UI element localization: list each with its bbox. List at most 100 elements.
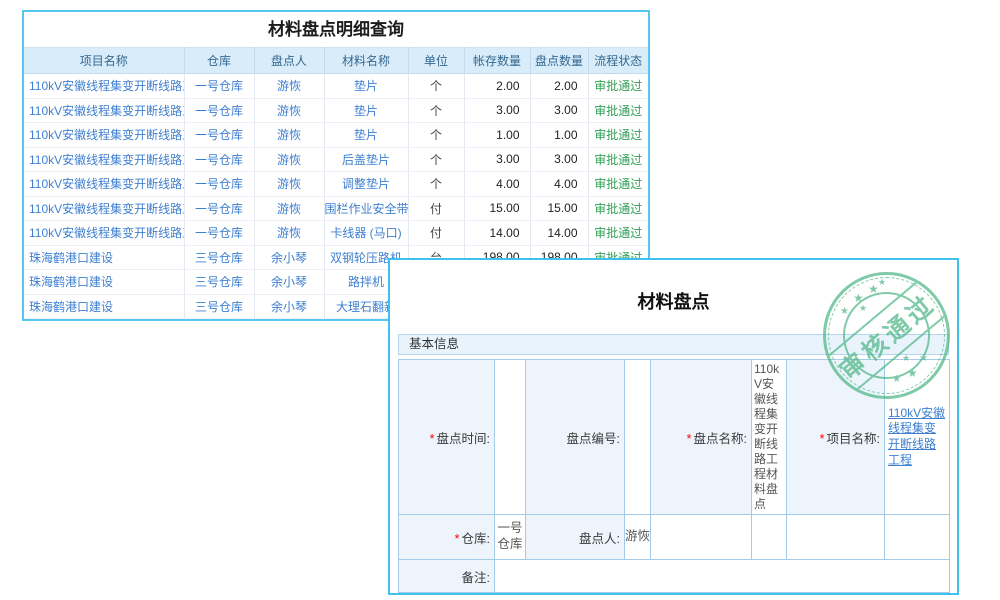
table-row[interactable]: 110kV安徽线程集变开断线路工程 一号仓库 游恢 垫片 个 1.00 1.00…	[24, 122, 648, 148]
cell-book-qty: 3.00	[464, 98, 531, 123]
warehouse-value: 一号仓库	[494, 514, 526, 560]
cell-unit: 付	[408, 220, 465, 246]
table-row[interactable]: 110kV安徽线程集变开断线路工程 一号仓库 游恢 垫片 个 2.00 2.00…	[24, 73, 648, 99]
cell-person[interactable]: 余小琴	[254, 294, 325, 319]
cell-person[interactable]: 游恢	[254, 196, 325, 221]
project-link[interactable]: 110kV安徽线程集变开断线路工程	[888, 405, 946, 467]
required-marker: *	[686, 431, 692, 446]
query-table-panel: 材料盘点明细查询 项目名称 仓库 盘点人 材料名称 单位 帐存数量 盘点数量 流…	[22, 10, 650, 321]
warehouse-label: * 仓库:	[398, 514, 495, 560]
cell-status-badge: 审批通过	[588, 98, 648, 123]
star-icon: ★	[840, 306, 849, 317]
cell-person[interactable]: 余小琴	[254, 269, 325, 295]
cell-project-link[interactable]: 110kV安徽线程集变开断线路工程	[24, 196, 185, 221]
table-row[interactable]: 110kV安徽线程集变开断线路工程 一号仓库 游恢 围栏作业安全带 付 15.0…	[24, 196, 648, 221]
inventory-person-label: 盘点人:	[525, 514, 625, 560]
cell-person[interactable]: 游恢	[254, 220, 325, 246]
required-marker: *	[454, 531, 460, 546]
cell-warehouse[interactable]: 一号仓库	[184, 73, 255, 99]
cell-warehouse[interactable]: 三号仓库	[184, 294, 255, 319]
inventory-code-label: 盘点编号:	[525, 359, 625, 515]
section-title: 基本信息	[409, 337, 460, 351]
cell-project-link[interactable]: 110kV安徽线程集变开断线路工程	[24, 171, 185, 197]
section-header-basic-info: 基本信息	[398, 334, 949, 355]
inventory-code-value	[624, 359, 651, 515]
cell-material[interactable]: 后盖垫片	[324, 147, 409, 172]
query-table-title: 材料盘点明细查询	[268, 20, 404, 39]
cell-material[interactable]: 围栏作业安全带	[324, 196, 409, 221]
cell-material[interactable]: 卡线器 (马口)	[324, 220, 409, 246]
cell-status-badge: 审批通过	[588, 147, 648, 172]
empty-cell	[786, 514, 885, 560]
empty-cell	[884, 514, 950, 560]
cell-book-qty: 1.00	[464, 122, 531, 148]
star-icon: ★	[907, 366, 918, 380]
table-row[interactable]: 110kV安徽线程集变开断线路工程 一号仓库 游恢 后盖垫片 个 3.00 3.…	[24, 147, 648, 172]
cell-project-link[interactable]: 珠海鹤港口建设	[24, 245, 185, 270]
inventory-name-label: * 盘点名称:	[650, 359, 752, 515]
cell-warehouse[interactable]: 一号仓库	[184, 147, 255, 172]
cell-warehouse[interactable]: 一号仓库	[184, 122, 255, 148]
cell-status-badge: 审批通过	[588, 73, 648, 99]
approval-stamp: 审核通过 ★ ★ ★ ★ ★ ★ ★ ★ ★	[823, 272, 950, 399]
cell-unit: 个	[408, 98, 465, 123]
cell-person[interactable]: 游恢	[254, 171, 325, 197]
required-marker: *	[429, 431, 435, 446]
cell-project-link[interactable]: 珠海鹤港口建设	[24, 269, 185, 295]
star-icon: ★	[892, 374, 901, 385]
cell-warehouse[interactable]: 一号仓库	[184, 171, 255, 197]
cell-count-qty: 14.00	[530, 220, 589, 246]
column-header-project: 项目名称	[24, 47, 185, 74]
cell-person[interactable]: 游恢	[254, 147, 325, 172]
cell-person[interactable]: 余小琴	[254, 245, 325, 270]
cell-project-link[interactable]: 110kV安徽线程集变开断线路工程	[24, 73, 185, 99]
empty-cell	[751, 514, 787, 560]
inventory-person-value: 游恢	[624, 514, 651, 560]
cell-project-link[interactable]: 110kV安徽线程集变开断线路工程	[24, 147, 185, 172]
star-icon: ★	[919, 353, 928, 364]
cell-warehouse[interactable]: 三号仓库	[184, 245, 255, 270]
cell-person[interactable]: 游恢	[254, 98, 325, 123]
query-table-header-row: 项目名称 仓库 盘点人 材料名称 单位 帐存数量 盘点数量 流程状态	[24, 47, 648, 74]
stamp-text: 审核通过	[826, 275, 947, 396]
cell-project-link[interactable]: 110kV安徽线程集变开断线路工程	[24, 98, 185, 123]
stamp-band-clip: 审核通过	[826, 275, 947, 396]
detail-form-table: * 盘点时间: 盘点编号: * 盘点名称: 110kV安徽线程集变开断线路工程材料盘…	[398, 359, 950, 593]
cell-project-link[interactable]: 110kV安徽线程集变开断线路工程	[24, 220, 185, 246]
query-table-body: 110kV安徽线程集变开断线路工程 一号仓库 游恢 垫片 个 2.00 2.00…	[24, 73, 648, 319]
required-marker: *	[819, 431, 825, 446]
column-header-book-qty: 帐存数量	[464, 47, 531, 74]
cell-unit: 付	[408, 196, 465, 221]
cell-book-qty: 15.00	[464, 196, 531, 221]
cell-book-qty: 3.00	[464, 147, 531, 172]
cell-count-qty: 4.00	[530, 171, 589, 197]
empty-cell	[650, 514, 752, 560]
column-header-status: 流程状态	[588, 47, 648, 74]
cell-book-qty: 14.00	[464, 220, 531, 246]
star-icon: ★	[859, 303, 868, 313]
column-header-person: 盘点人	[254, 47, 325, 74]
cell-person[interactable]: 游恢	[254, 122, 325, 148]
cell-status-badge: 审批通过	[588, 220, 648, 246]
cell-material[interactable]: 调整垫片	[324, 171, 409, 197]
column-header-unit: 单位	[408, 47, 465, 74]
table-row[interactable]: 110kV安徽线程集变开断线路工程 一号仓库 游恢 卡线器 (马口) 付 14.…	[24, 220, 648, 246]
cell-status-badge: 审批通过	[588, 196, 648, 221]
stamp-outer-ring	[823, 272, 950, 399]
cell-project-link[interactable]: 110kV安徽线程集变开断线路工程	[24, 122, 185, 148]
cell-warehouse[interactable]: 一号仓库	[184, 220, 255, 246]
cell-material[interactable]: 垫片	[324, 98, 409, 123]
cell-material[interactable]: 垫片	[324, 122, 409, 148]
cell-project-link[interactable]: 珠海鹤港口建设	[24, 294, 185, 319]
inventory-name-value: 110kV安徽线程集变开断线路工程材料盘点	[751, 359, 787, 515]
remark-value	[494, 559, 950, 593]
cell-warehouse[interactable]: 三号仓库	[184, 269, 255, 295]
cell-warehouse[interactable]: 一号仓库	[184, 98, 255, 123]
cell-person[interactable]: 游恢	[254, 73, 325, 99]
table-row[interactable]: 110kV安徽线程集变开断线路工程 一号仓库 游恢 调整垫片 个 4.00 4.…	[24, 171, 648, 197]
cell-material[interactable]: 垫片	[324, 73, 409, 99]
inventory-time-value	[494, 359, 526, 515]
column-header-warehouse: 仓库	[184, 47, 255, 74]
cell-warehouse[interactable]: 一号仓库	[184, 196, 255, 221]
table-row[interactable]: 110kV安徽线程集变开断线路工程 一号仓库 游恢 垫片 个 3.00 3.00…	[24, 98, 648, 123]
